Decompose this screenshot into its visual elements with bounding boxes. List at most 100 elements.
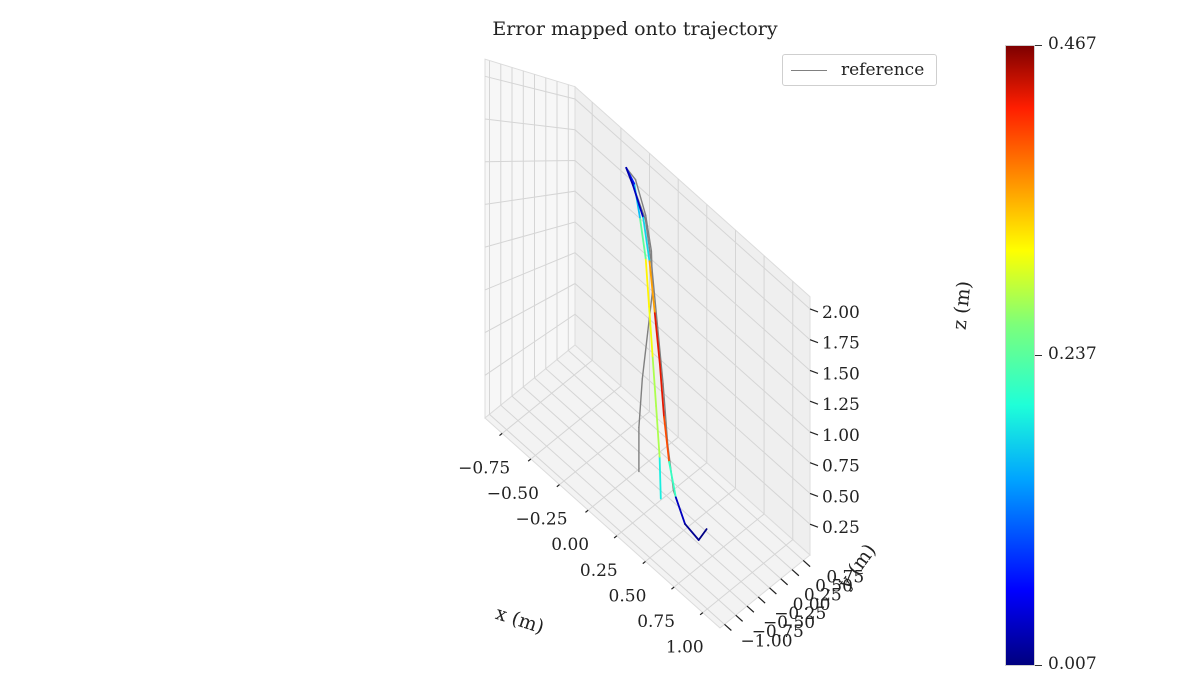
- z-tick-label-4: 1.25: [822, 395, 860, 415]
- z-tick-mark-2: [809, 462, 819, 467]
- y-tick-mark-0: [724, 623, 732, 631]
- z-tick-mark-7: [809, 308, 819, 313]
- grid-line-y-0: [489, 60, 725, 625]
- z-tick-label-3: 1.00: [822, 426, 860, 446]
- estimate-segment-1: [655, 405, 661, 458]
- x-tick-label-0: −0.75: [458, 458, 510, 478]
- grid-line-z-1: [484, 282, 811, 494]
- y-tick-mark-5: [780, 578, 789, 586]
- grid-line-y-2: [511, 67, 748, 607]
- colorbar: [1005, 45, 1035, 666]
- z-tick-label-6: 1.75: [822, 334, 860, 354]
- grid-line-z-4: [484, 190, 811, 402]
- chart-title: Error mapped onto trajectory: [492, 18, 778, 40]
- grid-lines: [484, 60, 811, 625]
- x-tick-mark-6: [671, 586, 675, 590]
- reference-segment-6: [634, 178, 647, 217]
- grid-line-y-6: [556, 81, 793, 570]
- grid-line-x-1: [530, 127, 622, 460]
- legend-swatch-reference: [791, 70, 827, 71]
- estimate-segment-16: [674, 496, 686, 525]
- x-tick-mark-0: [499, 432, 503, 437]
- x-tick-label-7: 1.00: [666, 638, 704, 658]
- x-tick-label-5: 0.50: [609, 586, 647, 606]
- y-tick-label-2: −0.50: [763, 613, 815, 633]
- estimate-segment-9: [632, 184, 645, 219]
- estimate-segment-0: [658, 455, 662, 500]
- z-axis-label: z (m): [949, 280, 976, 331]
- grid-line-z-5: [484, 159, 811, 371]
- reference-segment-10: [644, 218, 653, 266]
- x-axis-label: x (m): [493, 602, 547, 638]
- estimate-segment-15: [668, 460, 677, 499]
- grid-line-x-0: [501, 102, 593, 434]
- estimate-segment-17: [684, 523, 700, 541]
- y-tick-label-7: 0.75: [826, 567, 864, 587]
- z-tick-mark-1: [809, 492, 819, 498]
- reference-segment-13: [662, 383, 669, 445]
- grid-line-z-2: [484, 252, 811, 464]
- x-tick-mark-2: [556, 484, 560, 488]
- grid-line-y-1: [500, 64, 737, 616]
- estimate-segment-18: [697, 528, 708, 541]
- z-tick-mark-3: [809, 431, 819, 436]
- x-tick-mark-3: [585, 509, 589, 513]
- grid-line-y-5: [545, 77, 782, 580]
- axis-panes: [484, 58, 811, 629]
- grid-line-x-7: [702, 281, 794, 613]
- grid-line-z-6: [484, 118, 811, 341]
- x-tick-label-3: 0.00: [551, 535, 589, 555]
- grid-line-z-0: [484, 313, 811, 525]
- reference-segment-5: [645, 214, 653, 252]
- colorbar-tick-min: [1035, 665, 1042, 666]
- y-tick-mark-2: [746, 605, 755, 613]
- y-tick-label-6: 0.50: [815, 577, 853, 597]
- estimate-segment-13: [659, 363, 665, 418]
- colorbar-label-mid: 0.237: [1048, 344, 1097, 364]
- pane-xy: [484, 344, 811, 629]
- grid-line-z-3: [484, 221, 811, 433]
- colorbar-tick-max: [1035, 45, 1042, 46]
- x-tick-label-2: −0.25: [515, 510, 567, 530]
- reference-segment-2: [641, 330, 649, 380]
- estimate-segment-3: [648, 305, 654, 358]
- z-tick-label-2: 0.75: [822, 457, 860, 477]
- y-tick-mark-6: [791, 569, 800, 577]
- z-tick-label-7: 2.00: [822, 303, 860, 323]
- x-tick-mark-7: [699, 612, 704, 616]
- estimate-segment-11: [648, 260, 656, 315]
- estimate-segment-2: [651, 355, 657, 407]
- axis-ticks: −0.75−0.50−0.250.000.250.500.751.00 −1.00…: [458, 303, 864, 658]
- reference-segment-11: [650, 263, 658, 325]
- series-layer: [625, 166, 708, 541]
- y-tick-mark-3: [757, 596, 766, 604]
- grid-line-x-6: [673, 255, 765, 588]
- estimate-segment-12: [653, 312, 661, 366]
- z-tick-label-1: 0.50: [822, 487, 860, 507]
- colorbar-label-max: 0.467: [1048, 34, 1097, 54]
- z-tick-mark-6: [809, 339, 819, 344]
- z-tick-mark-0: [809, 523, 819, 528]
- y-tick-label-5: 0.25: [804, 586, 842, 606]
- x-tick-label-1: −0.50: [487, 484, 539, 504]
- series-estimate: [625, 166, 708, 541]
- colorbar-label-min: 0.007: [1048, 654, 1097, 674]
- legend-label-reference: reference: [841, 60, 925, 80]
- y-tick-label-1: −0.75: [752, 622, 804, 642]
- legend: reference: [782, 54, 937, 86]
- estimate-segment-10: [642, 216, 651, 263]
- y-tick-mark-7: [802, 560, 811, 568]
- grid-line-z-7: [484, 75, 811, 310]
- y-tick-mark-1: [735, 614, 744, 622]
- y-tick-label-4: 0.00: [793, 595, 831, 615]
- x-tick-mark-5: [642, 560, 646, 565]
- estimate-segment-14: [663, 415, 670, 463]
- reference-segment-1: [638, 378, 643, 429]
- estimate-segment-5: [639, 216, 647, 260]
- estimate-segment-4: [644, 257, 650, 308]
- estimate-segment-8: [625, 166, 634, 187]
- x-tick-mark-4: [613, 535, 618, 539]
- z-tick-mark-4: [809, 400, 819, 405]
- y-tick-label-3: −0.25: [774, 604, 826, 624]
